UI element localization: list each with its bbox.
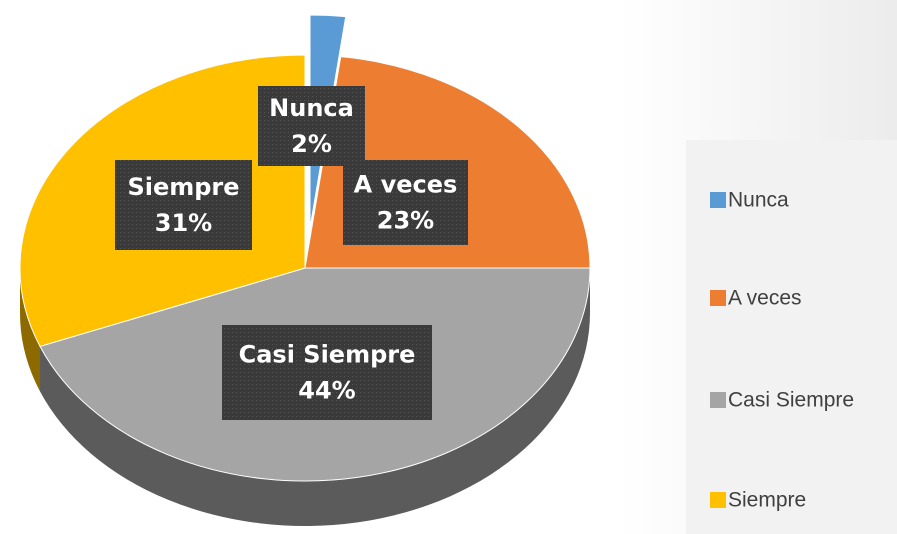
data-label-category: Siempre <box>127 173 239 201</box>
legend-swatch <box>710 492 726 508</box>
data-label-box <box>222 325 432 420</box>
legend-label: Nunca <box>728 189 789 212</box>
data-label-value: 23% <box>377 207 434 235</box>
data-labels: Nunca 2% A veces 23% Casi Siempre 44% Siempre 3… <box>115 86 468 420</box>
legend: Nunca A veces Casi Siempre Siempre <box>710 189 854 512</box>
legend-swatch <box>710 392 726 408</box>
data-label-value: 44% <box>298 377 355 405</box>
legend-swatch <box>710 192 726 208</box>
pie-side <box>20 268 41 392</box>
data-label-box <box>115 160 252 250</box>
legend-label: Siempre <box>728 489 806 512</box>
data-label-category: A veces <box>354 171 458 199</box>
data-label-box <box>258 86 365 166</box>
legend-label: Casi Siempre <box>728 389 854 412</box>
pie-side <box>40 268 591 526</box>
data-label-value: 31% <box>155 209 212 237</box>
data-label-category: Casi Siempre <box>239 341 416 369</box>
data-label-box <box>343 160 468 245</box>
data-label-value: 2% <box>291 130 332 158</box>
legend-swatch <box>710 290 726 306</box>
data-label-category: Nunca <box>269 94 354 122</box>
legend-label: A veces <box>728 287 802 310</box>
